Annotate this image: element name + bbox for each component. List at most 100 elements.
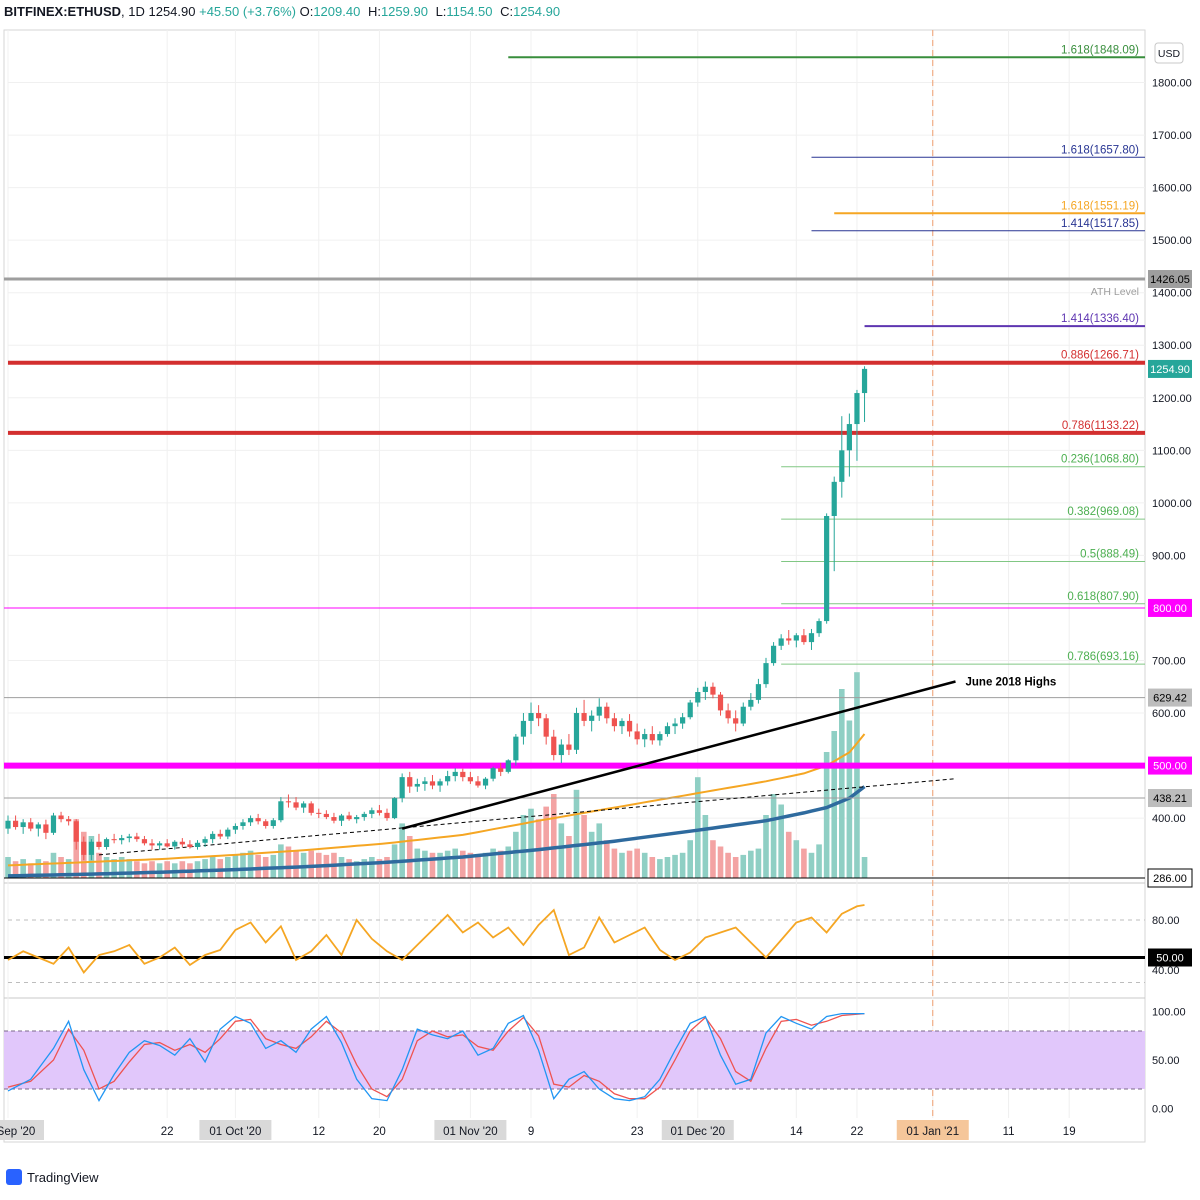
- candle-body: [467, 777, 473, 782]
- volume-bar: [12, 861, 19, 878]
- volume-bar: [452, 848, 459, 878]
- fib-level-label: 0.5(888.49): [1080, 548, 1139, 560]
- stoch-tick-label: 0.00: [1152, 1103, 1173, 1115]
- price-line-box-label: 800.00: [1153, 603, 1187, 615]
- candle-body: [475, 781, 481, 786]
- volume-bar: [353, 861, 360, 878]
- volume-bar: [58, 857, 64, 878]
- candle-body: [482, 778, 489, 786]
- candle-body: [702, 686, 708, 693]
- candle-body: [429, 781, 436, 786]
- candle-body: [854, 393, 860, 425]
- candle-body: [28, 822, 34, 829]
- candle-body: [755, 684, 762, 700]
- close-value: 1254.90: [513, 4, 561, 19]
- candle-body: [172, 841, 178, 847]
- price-tick-label: 600.00: [1152, 708, 1186, 720]
- candle-body: [194, 842, 201, 848]
- candle-body: [642, 734, 648, 740]
- candle-body: [331, 817, 337, 821]
- stoch-tick-label: 50.00: [1152, 1055, 1180, 1067]
- candle-body: [187, 844, 193, 848]
- time-tick-label: 14: [790, 1126, 803, 1138]
- brand-label[interactable]: TradingView: [27, 1169, 99, 1185]
- volume-bar: [126, 859, 133, 878]
- currency-selector[interactable]: USD: [1154, 42, 1184, 64]
- volume-bar: [475, 854, 481, 878]
- volume-bar: [293, 850, 299, 878]
- volume-bar: [785, 831, 792, 878]
- volume-bar: [672, 854, 678, 878]
- ath-note: ATH Level: [1091, 286, 1139, 298]
- price-tick-label: 1700.00: [1152, 130, 1192, 142]
- stoch-d-line: [7, 1012, 865, 1100]
- fib-level-label: 1.618(1657.80): [1061, 144, 1139, 156]
- candle-body: [839, 450, 845, 482]
- candle-body: [846, 424, 852, 451]
- volume-bar: [649, 857, 656, 878]
- candle-body: [831, 481, 837, 516]
- low-label: L:: [435, 4, 447, 19]
- time-tick-label: 22: [851, 1126, 864, 1138]
- moving-average-slow: [7, 785, 866, 878]
- candle-body: [270, 820, 276, 826]
- candle-body: [740, 706, 746, 724]
- candle-body: [66, 819, 72, 822]
- price-tick-label: 1500.00: [1152, 235, 1192, 247]
- price-line-box: [1147, 868, 1193, 888]
- volume-bar: [429, 852, 436, 878]
- volume-bar: [528, 808, 534, 878]
- candle-body: [490, 768, 496, 779]
- price-chart[interactable]: 1.618(1848.09) 1.618(1657.80) 1.618(1551.1…: [0, 0, 1200, 1160]
- volume-bar: [376, 859, 383, 878]
- candle-body: [179, 841, 185, 845]
- volume-bar: [65, 859, 72, 878]
- volume-bar: [232, 854, 239, 878]
- candle-body: [649, 734, 655, 741]
- time-tick-label: 01 Nov '20: [443, 1126, 498, 1138]
- candle-body: [558, 744, 564, 756]
- price-line-box: [1148, 598, 1192, 617]
- candle-body: [528, 713, 534, 721]
- candle-body: [308, 803, 314, 813]
- candle-body: [225, 829, 231, 837]
- candle-body: [157, 843, 163, 846]
- candle-body: [498, 768, 504, 772]
- candle-body: [596, 706, 602, 716]
- volume-bar: [490, 848, 496, 878]
- volume-bar: [634, 848, 640, 878]
- volume-bar: [437, 852, 443, 878]
- volume-bar: [338, 857, 345, 878]
- candle-body: [391, 798, 398, 819]
- price-tick-label: 1000.00: [1152, 498, 1192, 510]
- volume-bar: [134, 861, 140, 878]
- volume-bar: [641, 852, 648, 878]
- volume-bar: [687, 840, 693, 878]
- volume-bar: [460, 850, 466, 878]
- time-tick-label: 22: [161, 1126, 174, 1138]
- symbol-label[interactable]: BITFINEX:ETHUSD: [4, 4, 121, 19]
- candle-body: [861, 368, 868, 394]
- candle-body: [81, 841, 87, 855]
- volume-bar: [27, 863, 34, 878]
- candle-body: [748, 699, 754, 707]
- candle-body: [20, 822, 26, 828]
- volume-bar: [149, 861, 155, 878]
- volume-bar: [839, 689, 845, 878]
- stoch-band: [4, 1031, 1145, 1089]
- tradingview-logo-icon[interactable]: [6, 1169, 22, 1185]
- volume-bar: [20, 859, 26, 878]
- volume-bar: [558, 823, 565, 878]
- volume-bar: [308, 850, 314, 878]
- candle-body: [710, 686, 716, 695]
- price-line-box-label: 629.42: [1153, 693, 1187, 705]
- candle-body: [793, 635, 799, 641]
- volume-bar: [725, 852, 731, 878]
- volume-bar: [816, 844, 822, 878]
- last-price-label: 1254.90: [1150, 364, 1190, 376]
- interval-label[interactable]: 1D: [128, 4, 145, 19]
- candle-body: [536, 713, 542, 719]
- candle-body: [816, 621, 822, 634]
- time-axis-highlight: [0, 1120, 44, 1140]
- volume-bar: [550, 794, 557, 878]
